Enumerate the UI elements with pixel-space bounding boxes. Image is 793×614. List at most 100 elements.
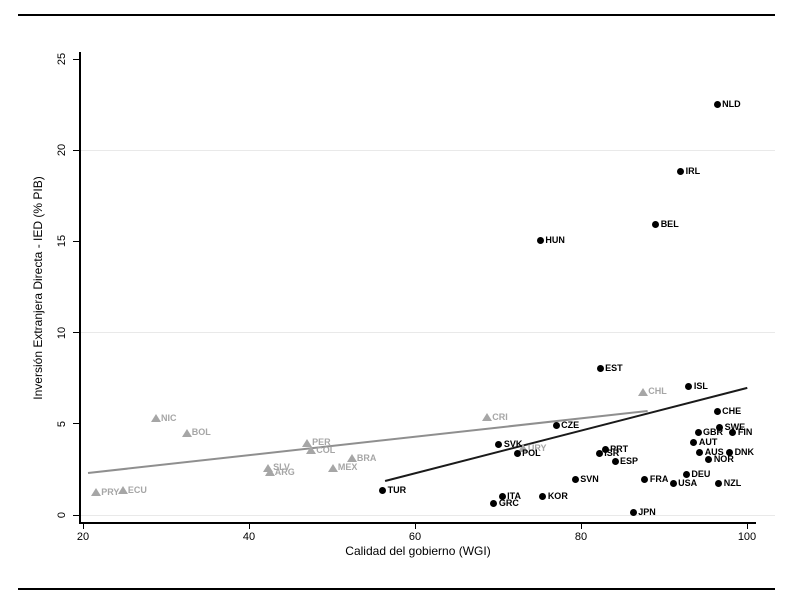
point-AUT <box>690 438 698 446</box>
point-GRC <box>490 499 498 507</box>
point-label-SVK: SVK <box>503 439 523 450</box>
point-FRA <box>641 475 649 483</box>
point-SVK <box>495 441 503 449</box>
y-tick-20 <box>73 149 79 151</box>
point-label-FIN: FIN <box>737 427 753 438</box>
point-CZE <box>552 422 560 430</box>
point-COL <box>306 446 317 455</box>
point-label-BRA: BRA <box>356 452 377 463</box>
point-label-TUR: TUR <box>387 484 407 495</box>
x-tick-40 <box>248 523 250 529</box>
point-label-NIC: NIC <box>161 412 177 423</box>
point-ECU <box>117 486 128 495</box>
point-label-BEL: BEL <box>660 218 679 229</box>
x-tick-label-60: 60 <box>408 531 422 543</box>
bottom-border-rule <box>18 588 775 590</box>
point-label-PRY: PRY <box>101 486 120 497</box>
y-tick-label-20: 20 <box>56 144 68 157</box>
point-AUS <box>696 449 704 457</box>
point-JPN <box>629 508 637 516</box>
point-label-KOR: KOR <box>547 491 568 502</box>
point-label-ISR: ISR <box>604 448 620 459</box>
point-label-NOR: NOR <box>713 453 734 464</box>
point-CHL <box>638 387 649 396</box>
point-BOL <box>181 428 192 437</box>
point-EST <box>596 364 604 372</box>
point-label-SVN: SVN <box>580 473 599 484</box>
point-label-URY: URY <box>527 442 547 453</box>
point-label-POL: POL <box>522 448 541 459</box>
top-border-rule <box>18 14 775 16</box>
y-tick-label-15: 15 <box>56 235 68 248</box>
point-PRT <box>601 445 609 453</box>
point-DNK <box>726 449 734 457</box>
point-label-PER: PER <box>312 437 331 448</box>
point-label-NZL: NZL <box>723 477 742 488</box>
x-tick-100 <box>746 523 748 529</box>
point-DEU <box>682 471 690 479</box>
x-tick-80 <box>580 523 582 529</box>
point-PER <box>302 438 313 447</box>
point-NLD <box>713 101 721 109</box>
point-BRA <box>346 454 357 463</box>
point-ESP <box>611 457 619 465</box>
point-label-SWE: SWE <box>724 421 746 432</box>
point-label-NLD: NLD <box>722 99 741 110</box>
point-SWE <box>716 423 724 431</box>
point-KOR <box>539 493 547 501</box>
point-label-DNK: DNK <box>734 447 755 458</box>
point-label-ARG: ARG <box>274 466 295 477</box>
point-TUR <box>379 486 387 494</box>
x-tick-label-100: 100 <box>737 531 757 543</box>
point-label-ESP: ESP <box>620 455 639 466</box>
y-tick-0 <box>73 514 79 516</box>
point-label-IRL: IRL <box>685 165 701 176</box>
gridline-20 <box>81 149 775 151</box>
point-label-JPN: JPN <box>638 506 656 517</box>
point-label-GBR: GBR <box>703 427 724 438</box>
point-NIC <box>151 414 162 423</box>
x-tick-20 <box>82 523 84 529</box>
y-tick-label-5: 5 <box>56 420 68 427</box>
y-tick-label-0: 0 <box>56 511 68 519</box>
x-tick-60 <box>414 523 416 529</box>
point-label-ITA: ITA <box>507 491 521 502</box>
point-label-CZE: CZE <box>561 420 580 431</box>
point-ISL <box>685 382 693 390</box>
point-USA <box>669 479 677 487</box>
x-tick-label-20: 20 <box>76 531 90 543</box>
point-label-EST: EST <box>605 362 623 373</box>
point-HUN <box>536 236 544 244</box>
point-GBR <box>694 429 702 437</box>
point-SLV <box>263 463 274 472</box>
point-label-HUN: HUN <box>545 234 565 245</box>
point-label-FRA: FRA <box>649 473 669 484</box>
y-tick-label-10: 10 <box>56 326 68 339</box>
point-label-USA: USA <box>678 477 698 488</box>
point-ISR <box>595 450 603 458</box>
point-CRI <box>482 413 493 422</box>
point-CHE <box>713 407 721 415</box>
x-tick-label-40: 40 <box>242 531 256 543</box>
point-label-PRT: PRT <box>610 443 629 454</box>
y-axis-line <box>79 52 81 523</box>
point-label-COL: COL <box>316 444 336 455</box>
point-label-ECU: ECU <box>127 484 147 495</box>
y-tick-5 <box>73 423 79 425</box>
point-FIN <box>729 429 737 437</box>
gridline-0 <box>81 514 775 516</box>
point-label-GRC: GRC <box>498 497 519 508</box>
point-label-SLV: SLV <box>273 462 290 473</box>
point-IRL <box>677 167 685 175</box>
y-tick-10 <box>73 332 79 334</box>
point-label-ISL: ISL <box>693 380 708 391</box>
gridline-10 <box>81 332 775 334</box>
point-label-CRI: CRI <box>492 411 508 422</box>
point-NOR <box>705 455 713 463</box>
point-MEX <box>327 463 338 472</box>
point-label-DEU: DEU <box>691 469 711 480</box>
point-PRY <box>91 488 102 497</box>
point-POL <box>513 450 521 458</box>
